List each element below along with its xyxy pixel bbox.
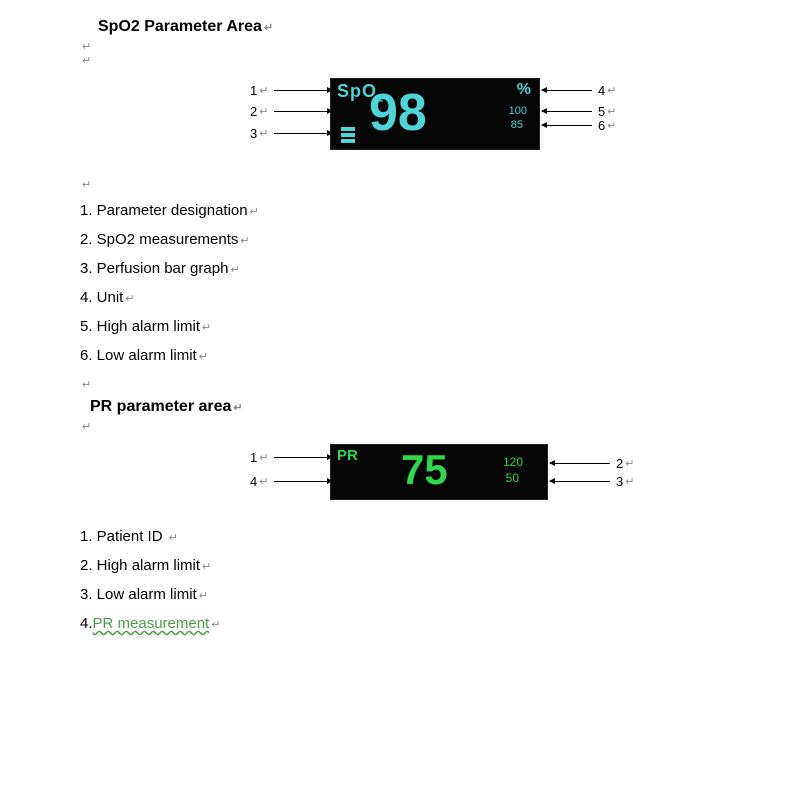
callout-right-2: 2↵ — [550, 456, 634, 471]
callout-left-2: 2↵ — [250, 104, 332, 119]
callout-left-4: 4↵ — [250, 474, 332, 489]
legend-item: 3. Low alarm limit↵ — [80, 586, 800, 603]
pr-display: PR 75 120 50 — [330, 444, 548, 500]
spo2-legend: 1. Parameter designation↵ 2. SpO2 measur… — [80, 202, 800, 364]
legend-item: 3. Perfusion bar graph↵ — [80, 260, 800, 277]
legend-item: 4. Unit↵ — [80, 289, 800, 306]
blank-line: ↵ — [82, 54, 800, 66]
callout-right-4: 4↵ — [542, 83, 616, 98]
callout-right-6: 6↵ — [542, 118, 616, 133]
spo2-display-row: 1↵ 2↵ 3↵ SpO2 98 % 100 85 4↵ — [80, 74, 800, 164]
legend-item: 5. High alarm limit↵ — [80, 318, 800, 335]
legend-item: 1. Parameter designation↵ — [80, 202, 800, 219]
blank-line: ↵ — [82, 40, 800, 52]
legend-item: 2. High alarm limit↵ — [80, 557, 800, 574]
pr-legend: 1. Patient ID ↵ 2. High alarm limit↵ 3. … — [80, 528, 800, 632]
spo2-low-limit: 85 — [511, 119, 523, 131]
blank-line: ↵ — [82, 178, 800, 190]
pr-title: PR parameter area↵ — [90, 398, 800, 416]
callout-right-5: 5↵ — [542, 104, 616, 119]
para-mark: ↵ — [264, 22, 273, 34]
callout-right-3: 3↵ — [550, 474, 634, 489]
spo2-display: SpO2 98 % 100 85 — [330, 78, 540, 150]
callout-left-1: 1↵ — [250, 450, 332, 465]
spo2-value: 98 — [369, 87, 427, 139]
pr-high-limit: 120 — [503, 455, 523, 469]
pr-param-label: PR — [337, 447, 358, 464]
legend-item: 6. Low alarm limit↵ — [80, 347, 800, 364]
legend-item: 4.PR measurement↵ — [80, 615, 800, 632]
legend-item: 2. SpO2 measurements↵ — [80, 231, 800, 248]
blank-line: ↵ — [82, 420, 800, 432]
perfusion-bar — [341, 127, 355, 143]
spo2-unit: % — [517, 81, 531, 99]
pr-low-limit: 50 — [506, 471, 519, 485]
callout-left-3: 3↵ — [250, 126, 332, 141]
spo2-title: SpO2 Parameter Area↵ — [98, 18, 800, 36]
pr-value: 75 — [401, 449, 448, 491]
spo2-high-limit: 100 — [509, 105, 527, 117]
pr-display-row: 1↵ 4↵ PR 75 120 50 2↵ 3↵ — [80, 440, 800, 514]
callout-left-1: 1↵ — [250, 83, 332, 98]
legend-item: 1. Patient ID ↵ — [80, 528, 800, 545]
blank-line: ↵ — [82, 378, 800, 390]
